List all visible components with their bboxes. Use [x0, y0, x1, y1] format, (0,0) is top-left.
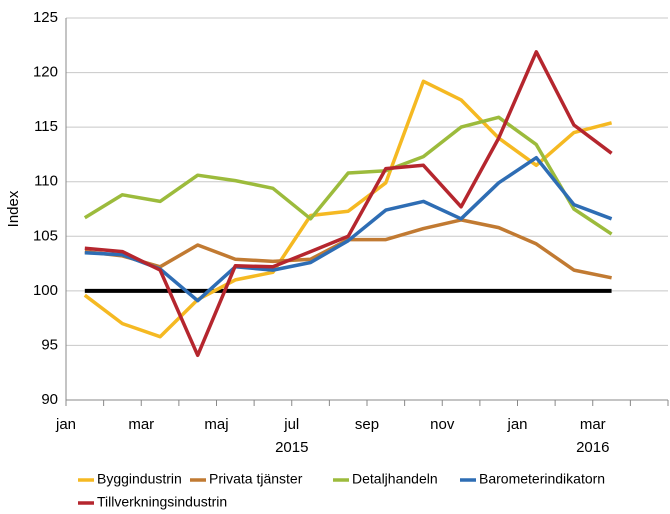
x-tick-label: nov [430, 416, 455, 433]
series-line [83, 79, 613, 339]
y-tick-label: 125 [33, 9, 58, 26]
y-tick-label: 115 [34, 118, 58, 135]
x-tick-label: jul [283, 416, 299, 433]
legend-label: Detaljhandeln [352, 471, 438, 487]
series-line [84, 50, 613, 358]
x-tick-label: sep [355, 416, 379, 433]
x-tick-label: jan [506, 416, 527, 433]
y-tick-label: 100 [33, 282, 58, 299]
x-year-label: 2016 [576, 439, 609, 456]
series-line [84, 155, 613, 303]
x-year-label: 2015 [275, 439, 308, 456]
y-tick-label: 105 [33, 227, 58, 244]
x-tick-label: maj [204, 416, 228, 433]
y-tick-label: 95 [41, 336, 58, 353]
y-tick-label: 90 [41, 391, 58, 408]
series-line [84, 218, 612, 280]
y-axis-label: Index [5, 190, 22, 227]
legend-label: Tillverkningsindustrin [97, 494, 227, 510]
y-tick-label: 110 [34, 173, 58, 190]
x-tick-label: mar [128, 416, 154, 433]
x-tick-label: jan [55, 416, 76, 433]
x-tick-label: mar [580, 416, 606, 433]
legend-label: Barometerindikatorn [479, 471, 605, 487]
legend-label: Privata tjänster [209, 471, 303, 487]
legend-label: Byggindustrin [97, 471, 182, 487]
series-line [83, 115, 613, 236]
y-tick-label: 120 [33, 64, 58, 81]
